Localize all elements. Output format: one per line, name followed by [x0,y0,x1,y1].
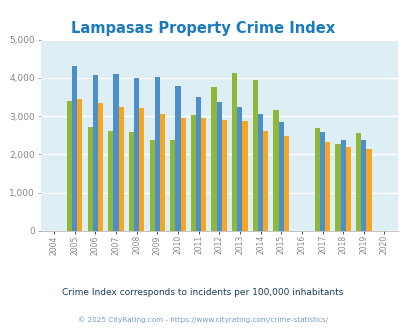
Bar [335,144,340,231]
Bar [365,149,371,231]
Bar [211,87,216,231]
Text: Lampasas Property Crime Index: Lampasas Property Crime Index [71,21,334,36]
Bar [154,77,160,231]
Bar [355,133,360,231]
Bar [216,102,221,231]
Bar [283,136,288,231]
Text: © 2025 CityRating.com - https://www.cityrating.com/crime-statistics/: © 2025 CityRating.com - https://www.city… [78,317,327,323]
Bar [273,111,278,231]
Bar [72,66,77,231]
Bar [278,122,283,231]
Bar [319,132,324,231]
Bar [314,128,319,231]
Bar [98,103,103,231]
Bar [149,140,154,231]
Bar [242,121,247,231]
Bar [134,78,139,231]
Bar [87,127,92,231]
Bar [113,74,118,231]
Bar [262,131,268,231]
Bar [340,140,345,231]
Bar [200,118,206,231]
Bar [160,114,164,231]
Bar [180,118,185,231]
Bar [257,114,262,231]
Bar [139,108,144,231]
Bar [324,142,329,231]
Bar [92,75,98,231]
Bar [237,107,242,231]
Bar [67,101,72,231]
Bar [175,85,180,231]
Bar [345,147,350,231]
Bar [232,73,237,231]
Bar [252,80,257,231]
Bar [108,131,113,231]
Bar [190,115,196,231]
Bar [77,99,82,231]
Bar [221,120,226,231]
Bar [170,140,175,231]
Bar [118,107,124,231]
Text: Crime Index corresponds to incidents per 100,000 inhabitants: Crime Index corresponds to incidents per… [62,287,343,297]
Bar [128,132,134,231]
Bar [196,97,200,231]
Bar [360,140,365,231]
